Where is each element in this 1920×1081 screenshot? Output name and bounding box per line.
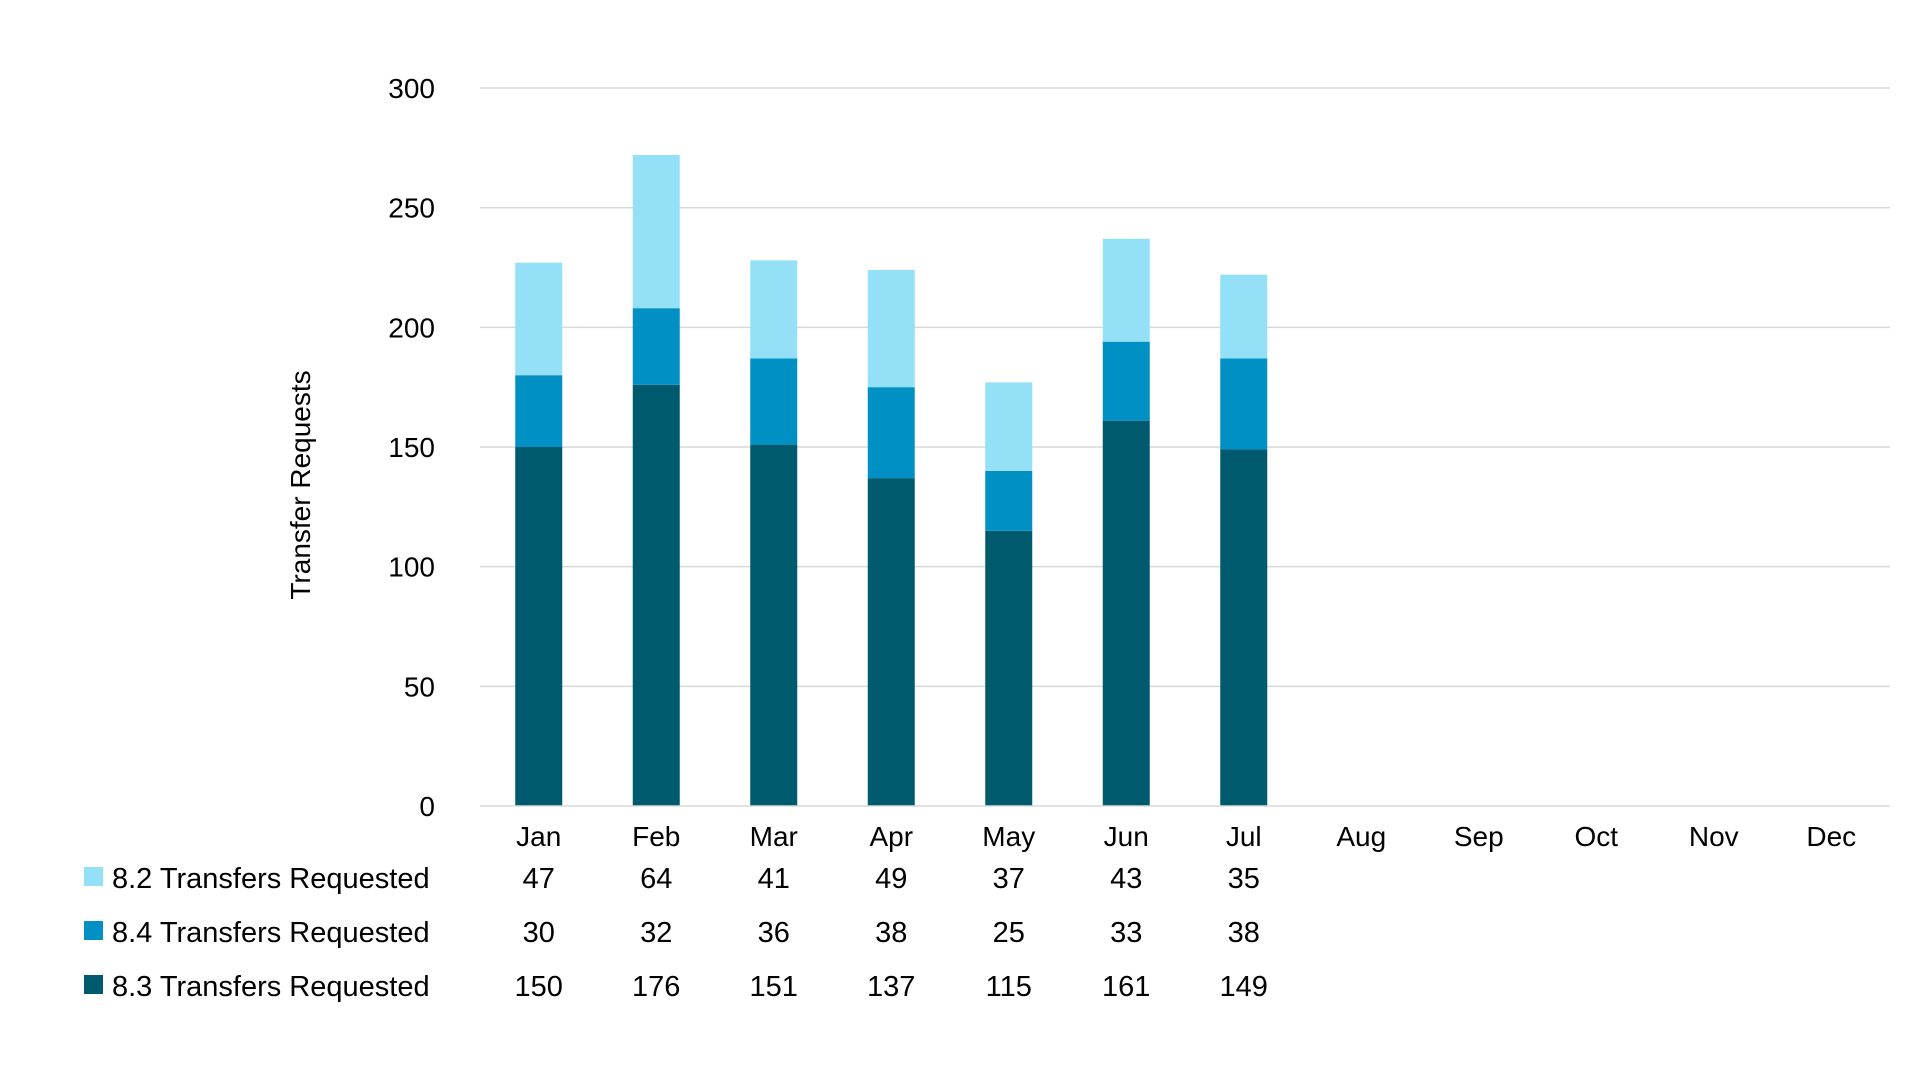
data-table: 8.2 Transfers Requested 47 64 41 49 37 43 35 8.4… xyxy=(84,863,1268,1003)
x-tick-label: Dec xyxy=(1806,821,1856,852)
data-label: 38 xyxy=(875,917,907,949)
x-tick-label: Aug xyxy=(1336,821,1386,852)
y-tick-label: 150 xyxy=(388,432,435,463)
bar-segment xyxy=(985,470,1033,531)
x-tick-label: Apr xyxy=(869,821,913,852)
bar-segment xyxy=(1102,341,1150,421)
y-tick-label: 200 xyxy=(388,312,435,343)
y-tick-label: 250 xyxy=(388,193,435,224)
data-label: 35 xyxy=(1228,863,1260,895)
bar-segment xyxy=(1220,274,1268,359)
x-tick-label: May xyxy=(982,821,1035,852)
data-label: 150 xyxy=(515,971,563,1003)
data-label: 41 xyxy=(758,863,790,895)
bar-segment xyxy=(1102,238,1150,342)
data-label: 176 xyxy=(632,971,680,1003)
y-tick-label: 50 xyxy=(404,671,435,702)
x-tick-label: Mar xyxy=(750,821,798,852)
x-tick-label: Feb xyxy=(632,821,680,852)
bar-segment xyxy=(632,155,680,309)
bars xyxy=(515,155,1268,806)
x-tick-label: Nov xyxy=(1689,821,1739,852)
data-label: 64 xyxy=(640,863,672,895)
bar-segment xyxy=(632,308,680,385)
y-tick-label: 300 xyxy=(388,73,435,104)
bar-segment xyxy=(1220,358,1268,450)
bar-segment xyxy=(515,262,563,376)
bar-segment xyxy=(1102,420,1150,806)
bar-segment xyxy=(985,382,1033,471)
x-axis-labels: Jan Feb Mar Apr May Jun Jul Aug Sep Oct Nov Dec xyxy=(516,821,1856,852)
legend-label: 8.2 Transfers Requested xyxy=(112,863,430,895)
data-label: 49 xyxy=(875,863,907,895)
data-label: 30 xyxy=(523,917,555,949)
legend-swatch xyxy=(84,921,103,940)
bar-segment xyxy=(515,447,563,806)
data-label: 161 xyxy=(1102,971,1150,1003)
y-tick-label: 100 xyxy=(388,552,435,583)
data-label: 149 xyxy=(1220,971,1268,1003)
data-label: 151 xyxy=(750,971,798,1003)
legend-swatch xyxy=(84,867,103,886)
data-label: 47 xyxy=(523,863,555,895)
x-tick-label: Jan xyxy=(516,821,561,852)
y-axis-title: Transfer Requests xyxy=(285,370,316,599)
bar-segment xyxy=(750,260,798,359)
bar-segment xyxy=(632,384,680,806)
bar-segment xyxy=(867,387,915,479)
bar-segment xyxy=(750,444,798,806)
bar-segment xyxy=(750,358,798,445)
y-tick-label: 0 xyxy=(419,791,435,822)
data-label: 115 xyxy=(986,971,1032,1003)
x-tick-label: Sep xyxy=(1454,821,1504,852)
x-tick-label: Jul xyxy=(1226,821,1262,852)
bar-segment xyxy=(985,530,1033,806)
bar-segment xyxy=(867,269,915,388)
legend-label: 8.4 Transfers Requested xyxy=(112,917,430,949)
x-tick-label: Oct xyxy=(1574,821,1618,852)
bar-segment xyxy=(867,478,915,806)
x-tick-label: Jun xyxy=(1104,821,1149,852)
y-axis-ticks: 0 50 100 150 200 250 300 xyxy=(388,73,435,822)
gridlines xyxy=(480,87,1890,688)
legend-label: 8.3 Transfers Requested xyxy=(112,971,430,1003)
data-label: 36 xyxy=(758,917,790,949)
data-label: 137 xyxy=(867,971,915,1003)
data-label: 37 xyxy=(993,863,1025,895)
legend-swatch xyxy=(84,975,103,994)
bar-segment xyxy=(1220,449,1268,806)
data-label: 43 xyxy=(1110,863,1142,895)
bar-segment xyxy=(515,375,563,447)
data-label: 33 xyxy=(1110,917,1142,949)
data-label: 38 xyxy=(1228,917,1260,949)
data-label: 25 xyxy=(993,917,1025,949)
data-label: 32 xyxy=(640,917,672,949)
